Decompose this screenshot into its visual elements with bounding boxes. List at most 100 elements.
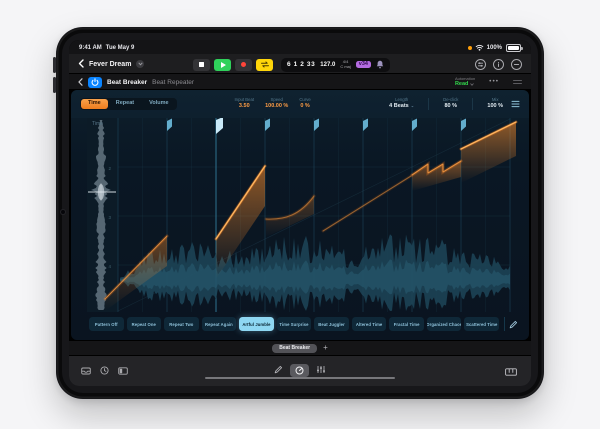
metronome-bell-icon[interactable]	[376, 56, 384, 74]
record-button[interactable]	[235, 58, 252, 71]
plugin-toolbar: Time Repeat Volume Input Beat 3.50 Speed…	[71, 90, 529, 118]
beat-flag-marker[interactable]	[216, 118, 223, 134]
details-icon[interactable]	[493, 58, 504, 70]
volume-up-button	[53, 57, 56, 73]
beat-flag-marker[interactable]	[461, 118, 466, 132]
plugin-tab-strip: Beat Breaker +	[69, 340, 531, 356]
pattern-button-beat-juggler[interactable]: Beat Juggler	[314, 317, 349, 331]
pattern-button-pattern-off[interactable]: Pattern Off	[89, 317, 124, 331]
keyboard-icon[interactable]	[505, 363, 517, 381]
pattern-button-altered-time[interactable]: Altered Time	[351, 317, 387, 331]
param-curve[interactable]: Curve 0 %	[299, 97, 311, 110]
lcd-display[interactable]: 6 1 2 33 127.0 4/4 C maj v34	[281, 56, 390, 74]
param-de-click[interactable]: De-click 80 %	[443, 97, 459, 110]
recording-indicator-dot	[467, 46, 472, 50]
beat-flag-marker[interactable]	[167, 118, 172, 132]
beat-flag-marker[interactable]	[265, 118, 270, 132]
more-options-icon[interactable]: •••	[489, 77, 499, 85]
knob-icon	[295, 366, 304, 374]
pattern-button-scattered-time[interactable]: Scattered Time	[464, 317, 500, 331]
inspector-panel-icon[interactable]	[118, 362, 128, 380]
time-curve-segment[interactable]	[265, 195, 315, 220]
time-curve-segment[interactable]	[460, 121, 517, 150]
edit-pattern-button[interactable]	[504, 317, 521, 331]
chevron-down-icon	[470, 83, 475, 86]
pattern-button-repeat-again[interactable]: Repeat Again	[201, 317, 237, 331]
param-speed[interactable]: Speed 100.00 %	[265, 97, 289, 110]
svg-text:3: 3	[108, 215, 111, 220]
param-length[interactable]: Length 4 Beats ⌄	[389, 97, 415, 110]
battery-percent: 100%	[486, 45, 502, 51]
plugin-header: Beat Breaker Beat Repeater Automation Re…	[69, 74, 531, 90]
minimize-icon[interactable]	[511, 58, 522, 70]
time-curve-segment[interactable]	[215, 165, 266, 240]
automation-control[interactable]: Automation Read	[454, 75, 476, 87]
edit-tool-icon[interactable]	[274, 361, 283, 379]
beat-breaker-plugin-window: Time Repeat Volume Input Beat 3.50 Speed…	[71, 90, 529, 340]
project-menu-icon[interactable]	[136, 60, 145, 68]
power-icon	[91, 78, 99, 86]
main-toolbar: Fever Dream 6 1 2 33 127.0 4/4 C maj	[69, 54, 531, 74]
plugin-menu-icon[interactable]	[511, 100, 520, 108]
chevron-down-icon: ⌄	[410, 103, 415, 109]
lcd-time-signature: 4/4 C maj	[340, 59, 351, 69]
stop-button[interactable]	[193, 58, 210, 71]
screen: 9:41 AM Tue May 9 100% Fever Dream	[69, 40, 531, 386]
time-curve-segment[interactable]	[104, 235, 168, 300]
pattern-button-fractal-time[interactable]: Fractal Time	[389, 317, 424, 331]
plugin-view-button[interactable]	[290, 363, 309, 377]
plugin-back-chevron-icon[interactable]	[78, 73, 83, 91]
plugin-power-button[interactable]	[88, 76, 102, 88]
cycle-button[interactable]	[256, 58, 273, 71]
tab-repeat[interactable]: Repeat	[115, 100, 135, 107]
pattern-button-repeat-one[interactable]: Repeat One	[126, 317, 162, 331]
project-title[interactable]: Fever Dream	[89, 60, 132, 68]
window-resize-icon[interactable]	[513, 80, 522, 84]
ipad-device: 9:41 AM Tue May 9 100% Fever Dream	[53, 27, 544, 399]
time-curve-segment[interactable]	[411, 160, 462, 176]
svg-text:4: 4	[108, 264, 111, 269]
record-icon	[241, 62, 246, 67]
status-bar: 9:41 AM Tue May 9 100%	[69, 40, 531, 54]
play-button[interactable]	[214, 58, 231, 71]
svg-text:2: 2	[108, 166, 111, 171]
toolbar-right-icons	[475, 58, 522, 70]
beat-flag-marker[interactable]	[363, 118, 368, 132]
battery-icon	[506, 44, 523, 52]
beat-flag-marker[interactable]	[412, 118, 417, 132]
view-tabs: Time Repeat Volume	[80, 97, 177, 111]
loop-browser-icon[interactable]	[100, 362, 109, 380]
status-date: Tue May 9	[105, 45, 135, 51]
wifi-icon	[475, 44, 484, 53]
home-indicator[interactable]	[205, 377, 395, 379]
lcd-position: 6 1 2 33	[287, 61, 316, 68]
version-badge: v34	[355, 60, 371, 69]
plugin-name: Beat Breaker	[107, 78, 148, 86]
faders-view-icon[interactable]	[316, 361, 326, 379]
param-input-beat[interactable]: Input Beat 3.50	[234, 97, 255, 110]
automation-mode: Read	[454, 80, 469, 87]
param-mix[interactable]: Mix 100 %	[487, 97, 503, 110]
add-plugin-button[interactable]: +	[323, 343, 328, 352]
time-curve-segment[interactable]	[322, 175, 412, 232]
cycle-icon	[260, 61, 269, 68]
lcd-tempo: 127.0	[320, 61, 336, 68]
browser-icon[interactable]	[81, 362, 91, 380]
pattern-button-time-surprise[interactable]: Time Surprise	[276, 317, 312, 331]
mixer-icon[interactable]	[475, 58, 486, 70]
preset-name[interactable]: Beat Repeater	[152, 78, 195, 86]
tab-time[interactable]: Time	[81, 98, 108, 110]
transport-controls: 6 1 2 33 127.0 4/4 C maj v34	[193, 56, 390, 74]
pattern-row: Pattern Off Repeat One Repeat Two Repeat Ag…	[89, 314, 521, 334]
front-camera	[61, 210, 65, 214]
pencil-icon	[509, 320, 517, 328]
pattern-button-organized-chaos[interactable]: Organized Chaos	[426, 317, 462, 331]
pattern-button-artful-jumble[interactable]: Artful Jumble	[239, 317, 274, 331]
tab-volume[interactable]: Volume	[149, 100, 169, 107]
beat-flag-marker[interactable]	[314, 118, 319, 132]
beat-breaker-canvas[interactable]: 2 3 4 Time	[87, 118, 519, 312]
plugin-tab-beat-breaker[interactable]: Beat Breaker	[272, 343, 318, 353]
pattern-button-repeat-two[interactable]: Repeat Two	[164, 317, 199, 331]
back-chevron-icon[interactable]	[78, 55, 84, 73]
